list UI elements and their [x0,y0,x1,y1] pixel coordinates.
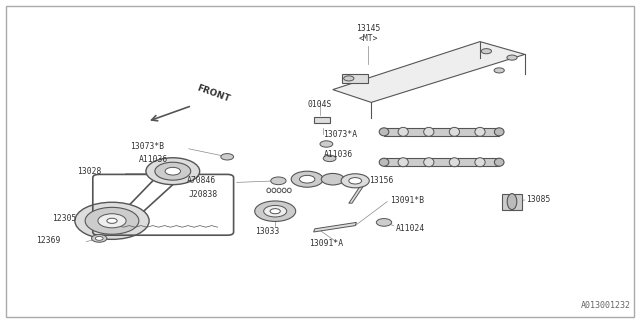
Text: 12305: 12305 [52,214,76,223]
Ellipse shape [424,158,434,167]
Circle shape [98,214,126,228]
Circle shape [344,76,354,81]
Circle shape [271,177,286,185]
Text: A70846: A70846 [187,176,216,185]
Circle shape [291,171,323,187]
Ellipse shape [475,158,485,167]
Ellipse shape [495,158,504,166]
Text: A11036: A11036 [139,155,168,164]
Ellipse shape [507,194,517,210]
Text: 13033: 13033 [255,227,280,236]
Text: FRONT: FRONT [195,84,231,104]
Circle shape [85,207,139,234]
Bar [384,128,499,136]
Circle shape [255,201,296,221]
Polygon shape [333,42,525,102]
Circle shape [221,154,234,160]
Circle shape [300,175,315,183]
Bar [502,194,522,210]
Circle shape [107,218,117,223]
Circle shape [494,68,504,73]
Ellipse shape [424,127,434,136]
Polygon shape [314,222,356,232]
Circle shape [349,178,362,184]
Circle shape [481,49,492,54]
Text: J20838: J20838 [189,190,218,199]
Text: A11024: A11024 [396,224,425,233]
Circle shape [155,162,191,180]
Text: A013001232: A013001232 [580,301,630,310]
Text: 13073*A: 13073*A [323,130,357,139]
Circle shape [376,219,392,226]
Bar [384,158,499,166]
Circle shape [270,209,280,214]
Circle shape [320,141,333,147]
Polygon shape [349,184,365,203]
Circle shape [264,205,287,217]
Circle shape [75,202,149,239]
Circle shape [507,55,517,60]
Ellipse shape [379,158,389,166]
Bar [314,117,330,123]
Text: A11036: A11036 [324,150,353,159]
Text: 0104S: 0104S [308,100,332,109]
Text: 13091*B: 13091*B [390,196,424,205]
Circle shape [323,155,336,162]
Circle shape [321,173,344,185]
Circle shape [95,236,103,240]
Text: 12369: 12369 [36,236,60,245]
Text: 13145
<MT>: 13145 <MT> [356,24,380,43]
Ellipse shape [379,128,389,136]
Ellipse shape [449,127,460,136]
Text: 13091*A: 13091*A [309,239,344,248]
Ellipse shape [495,128,504,136]
Ellipse shape [398,127,408,136]
Text: 13028: 13028 [77,167,102,176]
Text: 13085: 13085 [526,195,550,204]
Ellipse shape [475,127,485,136]
Bar [342,74,368,83]
Ellipse shape [398,158,408,167]
Text: 13156: 13156 [369,176,394,185]
Circle shape [165,167,180,175]
Circle shape [146,158,200,185]
Circle shape [92,235,107,242]
Text: 13073*B: 13073*B [130,142,164,151]
Ellipse shape [449,158,460,167]
Circle shape [341,174,369,188]
